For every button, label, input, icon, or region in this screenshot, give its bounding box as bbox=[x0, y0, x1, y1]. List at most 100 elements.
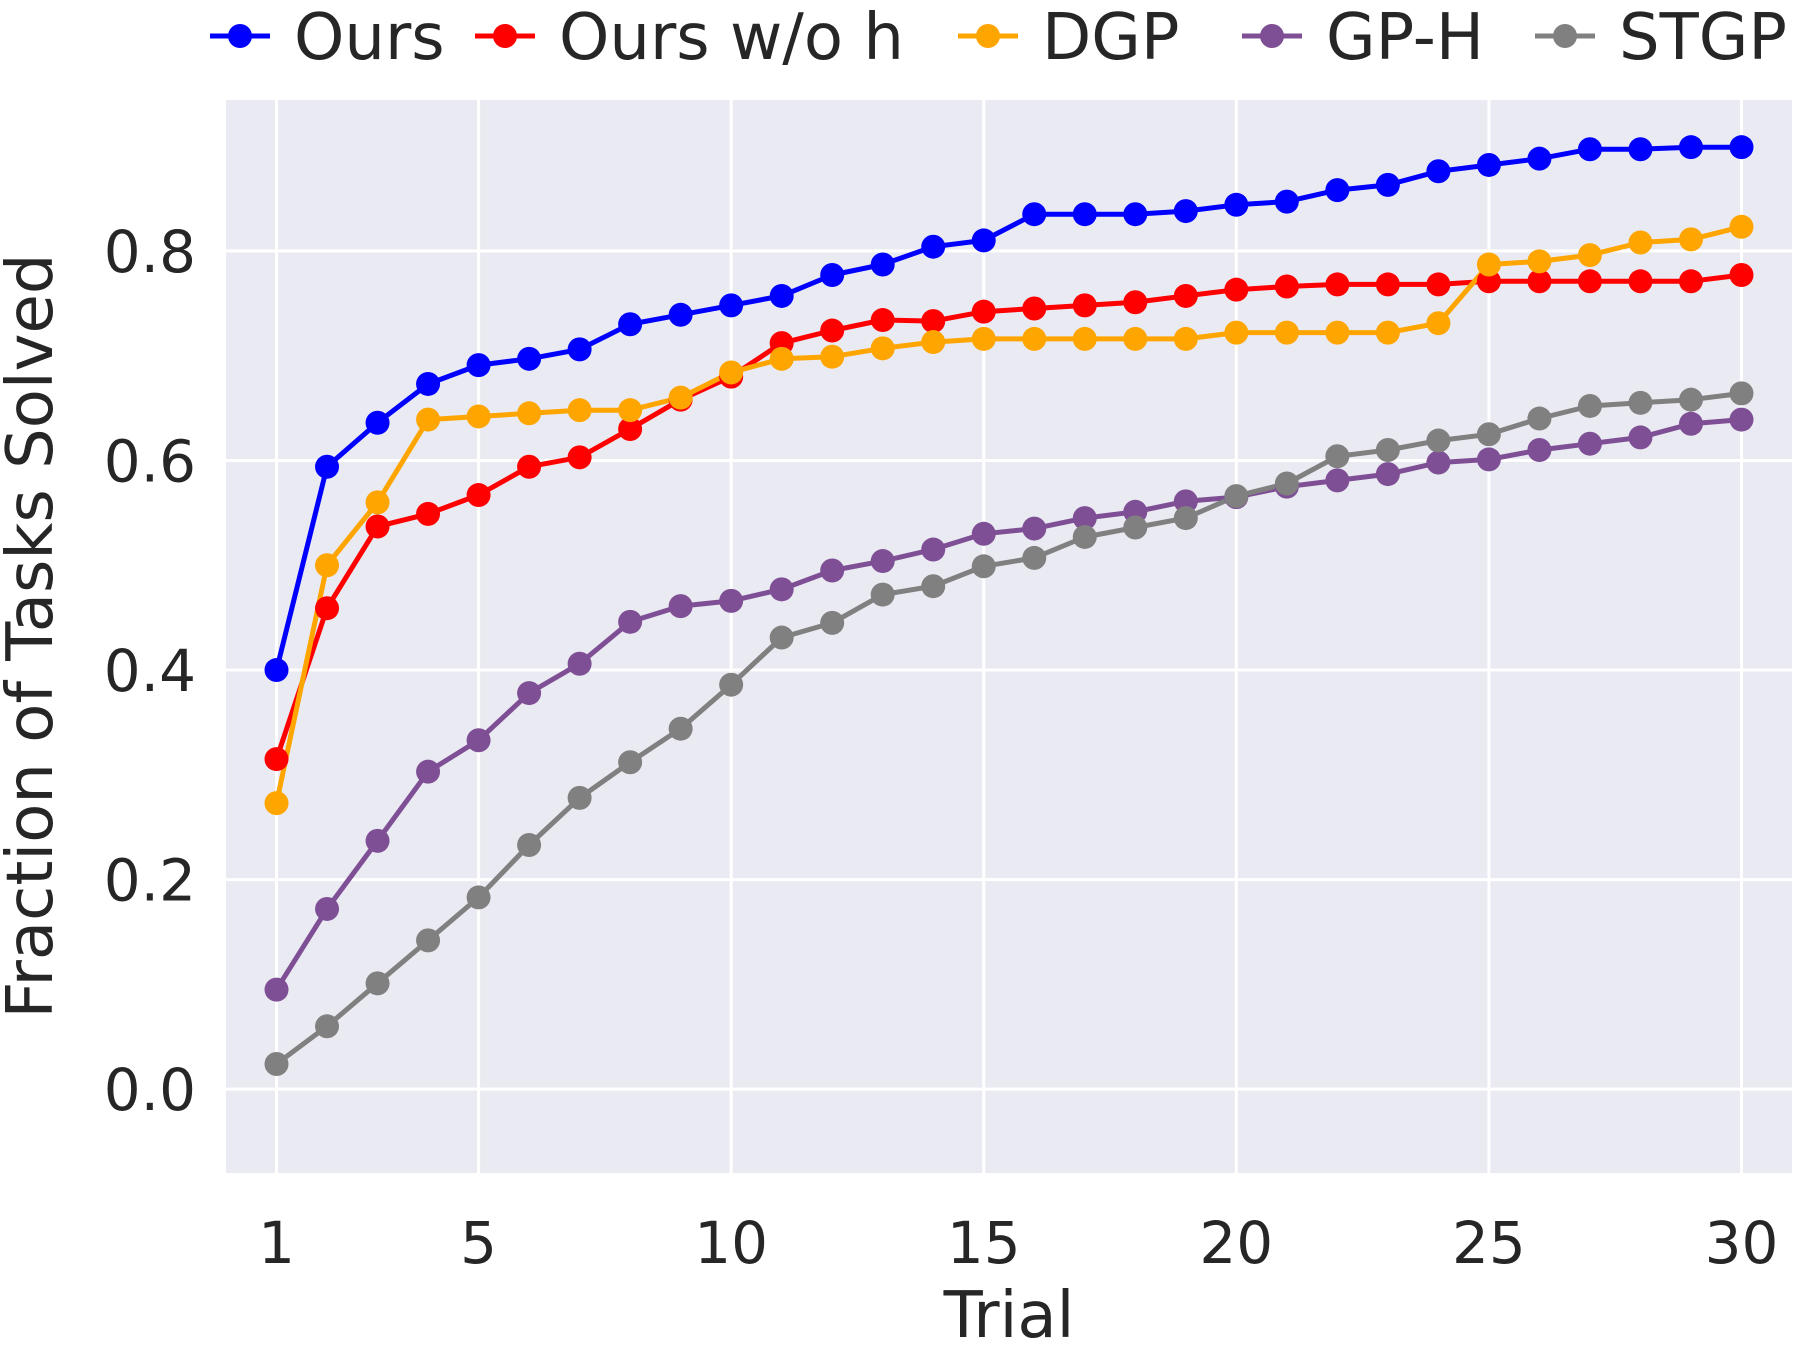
data-point-gp-h bbox=[1527, 437, 1552, 462]
data-point-stgp bbox=[466, 885, 491, 910]
data-point-dgp bbox=[971, 326, 996, 351]
legend: Ours Ours w/o h DGP GP-H STGP bbox=[210, 1, 1787, 75]
data-point-ours bbox=[1527, 146, 1552, 171]
data-point-ours bbox=[1224, 192, 1249, 217]
data-point-ours-w-o-h bbox=[1729, 262, 1754, 287]
data-point-ours-w-o-h bbox=[1375, 272, 1400, 297]
legend-marker-gp-h bbox=[1260, 24, 1284, 48]
x-tick-label: 5 bbox=[460, 1209, 497, 1277]
data-point-ours bbox=[365, 410, 390, 435]
data-point-ours bbox=[1729, 135, 1754, 160]
data-point-ours bbox=[1628, 137, 1653, 162]
data-point-dgp bbox=[921, 330, 946, 355]
data-point-ours bbox=[1123, 202, 1148, 227]
data-point-ours-w-o-h bbox=[1022, 296, 1047, 321]
data-point-stgp bbox=[668, 716, 693, 741]
data-point-dgp bbox=[618, 398, 643, 423]
data-point-gp-h bbox=[820, 558, 845, 583]
data-point-gp-h bbox=[1729, 407, 1754, 432]
data-point-gp-h bbox=[769, 577, 794, 602]
legend-label-dgp: DGP bbox=[1042, 1, 1179, 75]
legend-marker-dgp bbox=[976, 24, 1000, 48]
data-point-gp-h bbox=[1577, 431, 1602, 456]
data-point-gp-h bbox=[315, 896, 340, 921]
x-axis-label: Trial bbox=[943, 1279, 1075, 1347]
data-point-gp-h bbox=[618, 609, 643, 634]
data-point-stgp bbox=[870, 582, 895, 607]
data-point-dgp bbox=[1527, 249, 1552, 274]
data-point-dgp bbox=[1022, 326, 1047, 351]
legend-marker-ours bbox=[228, 24, 252, 48]
data-point-ours-w-o-h bbox=[365, 514, 390, 539]
data-point-stgp bbox=[618, 750, 643, 775]
data-point-dgp bbox=[1325, 320, 1350, 345]
data-point-dgp bbox=[870, 336, 895, 361]
data-point-stgp bbox=[264, 1052, 289, 1077]
data-point-stgp bbox=[315, 1014, 340, 1039]
data-point-dgp bbox=[719, 360, 744, 385]
legend-label-ours-w-o-h: Ours w/o h bbox=[559, 1, 904, 75]
data-point-ours-w-o-h bbox=[264, 747, 289, 772]
data-point-gp-h bbox=[870, 549, 895, 574]
data-point-dgp bbox=[769, 346, 794, 371]
data-point-stgp bbox=[1577, 393, 1602, 418]
data-point-gp-h bbox=[264, 977, 289, 1002]
data-point-dgp bbox=[1426, 311, 1451, 336]
data-point-stgp bbox=[416, 928, 441, 953]
data-point-ours-w-o-h bbox=[1325, 272, 1350, 297]
data-point-ours bbox=[315, 454, 340, 479]
y-tick-label: 0.0 bbox=[104, 1056, 196, 1124]
data-point-ours bbox=[517, 346, 542, 371]
data-point-gp-h bbox=[971, 521, 996, 546]
data-point-stgp bbox=[1476, 422, 1501, 447]
data-point-dgp bbox=[1729, 214, 1754, 239]
data-point-gp-h bbox=[416, 759, 441, 784]
data-point-stgp bbox=[1072, 524, 1097, 549]
data-point-ours-w-o-h bbox=[1527, 269, 1552, 294]
data-point-dgp bbox=[1678, 227, 1703, 252]
data-point-ours-w-o-h bbox=[1274, 274, 1299, 299]
data-point-gp-h bbox=[365, 828, 390, 853]
data-point-gp-h bbox=[1426, 450, 1451, 475]
data-point-stgp bbox=[517, 833, 542, 858]
y-tick-label: 0.4 bbox=[104, 637, 196, 705]
data-point-ours-w-o-h bbox=[416, 501, 441, 526]
data-point-dgp bbox=[1224, 320, 1249, 345]
data-point-stgp bbox=[1628, 390, 1653, 415]
data-point-stgp bbox=[1729, 381, 1754, 406]
x-tick-label: 10 bbox=[694, 1209, 768, 1277]
data-point-stgp bbox=[769, 625, 794, 650]
data-point-ours-w-o-h bbox=[517, 454, 542, 479]
data-point-dgp bbox=[1375, 320, 1400, 345]
data-point-dgp bbox=[416, 407, 441, 432]
data-point-ours bbox=[618, 312, 643, 337]
data-point-ours-w-o-h bbox=[1123, 290, 1148, 315]
data-point-ours-w-o-h bbox=[1173, 283, 1198, 308]
legend-label-gp-h: GP-H bbox=[1326, 1, 1484, 75]
data-point-ours bbox=[1072, 202, 1097, 227]
data-point-ours bbox=[769, 283, 794, 308]
data-point-dgp bbox=[365, 490, 390, 515]
x-tick-label: 1 bbox=[258, 1209, 295, 1277]
data-point-gp-h bbox=[1476, 447, 1501, 472]
data-point-stgp bbox=[971, 554, 996, 579]
data-point-gp-h bbox=[1072, 506, 1097, 531]
data-point-gp-h bbox=[1325, 468, 1350, 493]
data-point-ours bbox=[567, 337, 592, 362]
x-tick-label: 20 bbox=[1199, 1209, 1273, 1277]
data-point-ours-w-o-h bbox=[1426, 272, 1451, 297]
data-point-ours bbox=[1375, 172, 1400, 197]
data-point-ours bbox=[921, 234, 946, 259]
data-point-ours-w-o-h bbox=[1628, 269, 1653, 294]
data-point-gp-h bbox=[921, 537, 946, 562]
data-point-ours bbox=[264, 658, 289, 683]
data-point-stgp bbox=[1325, 444, 1350, 469]
data-point-gp-h bbox=[517, 681, 542, 706]
data-point-stgp bbox=[820, 610, 845, 635]
data-point-gp-h bbox=[567, 651, 592, 676]
legend-marker-stgp bbox=[1553, 24, 1577, 48]
data-point-ours bbox=[466, 353, 491, 378]
data-point-ours-w-o-h bbox=[1072, 293, 1097, 318]
data-point-ours-w-o-h bbox=[567, 445, 592, 470]
data-point-stgp bbox=[1527, 406, 1552, 431]
